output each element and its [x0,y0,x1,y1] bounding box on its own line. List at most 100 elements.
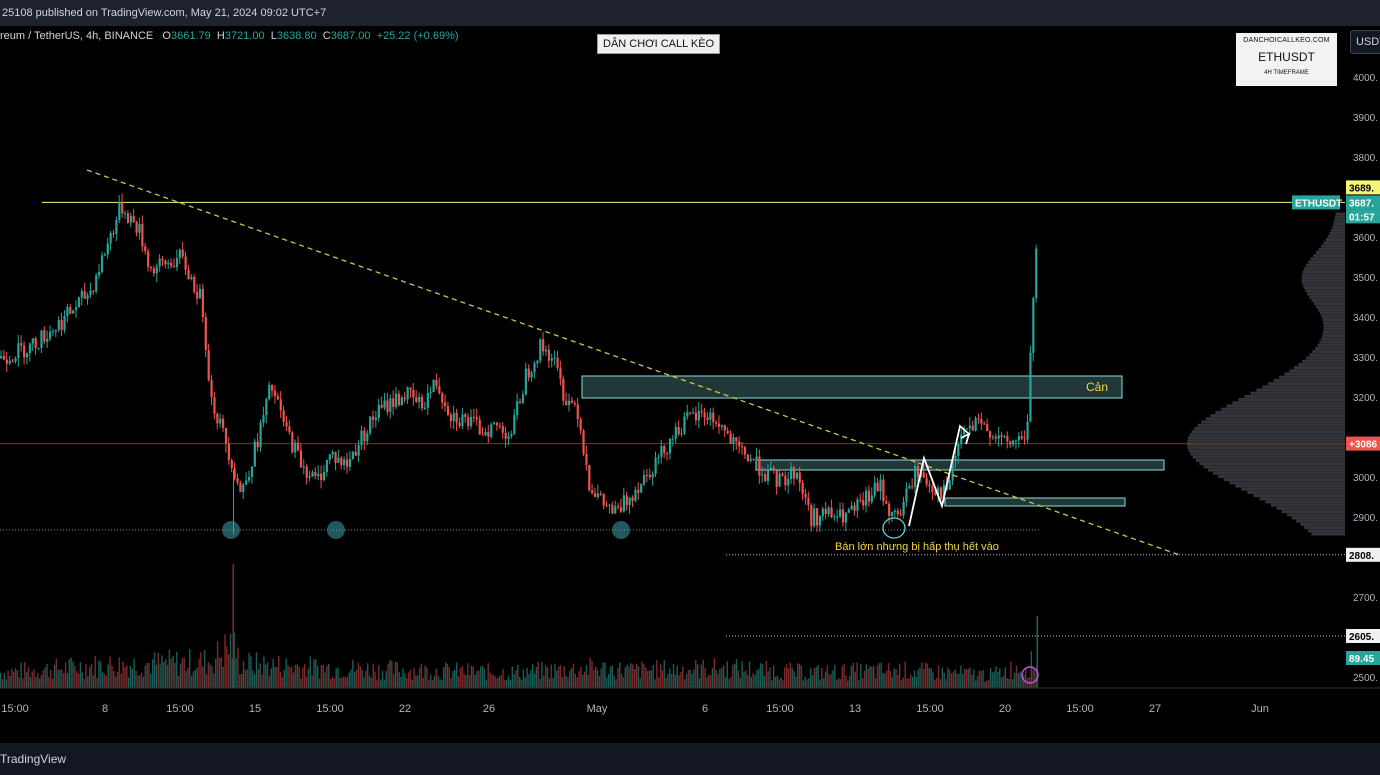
x-tick-label: 27 [1149,703,1161,715]
price-axis-bg [1345,26,1380,716]
volume-profile-bar [1332,225,1345,229]
volume-bar [737,670,740,688]
volume-profile-bar [1334,218,1345,222]
volume-profile-bar [1306,263,1345,267]
volume-bar [726,661,728,688]
volume-bar [1023,674,1025,688]
candle-body [530,372,533,378]
volume-bar [728,678,730,688]
candle-body [60,320,63,331]
volume-profile-bar [1289,369,1345,373]
candle-body [957,443,960,457]
x-tick-label: 15:00 [1,703,29,715]
candle-body [271,384,274,391]
volume-bar [919,667,921,688]
candle-body [888,503,891,516]
support-2-tag-bg [1346,629,1380,643]
candle-body [201,288,205,318]
candle-body [28,343,32,354]
volume-bar [22,678,24,688]
candle-body [686,412,689,417]
candle-body [769,468,773,470]
volume-bar [163,662,165,688]
volume-profile-bar [1315,250,1345,254]
candle-body [775,470,778,487]
volume-bar [928,668,931,688]
volume-bar [659,663,662,688]
candle-body [8,360,11,364]
candle-body [1029,352,1032,422]
volume-bar [279,672,282,688]
volume-bar [765,660,767,688]
volume-profile-bar [1302,270,1345,274]
candle-body [95,275,98,292]
volume-bar [884,673,886,688]
candle-body [553,357,556,359]
volume-bar [324,672,326,688]
candle-body [256,441,259,448]
volume-bar [974,680,977,688]
volume-bar [850,665,853,688]
candle-body [813,508,816,527]
volume-bar [359,666,361,688]
volume-bar [652,665,654,688]
candle-body [579,419,582,431]
volume-bar [756,670,758,688]
zone-box [944,497,1126,507]
currency-button[interactable]: USDT [1350,30,1380,54]
volume-profile-bar [1197,423,1345,427]
candle-body [847,509,850,513]
volume-bar [563,666,565,688]
volume-bar [569,670,571,688]
candle-body [409,387,412,390]
volume-bar [281,677,284,688]
volume-bar [1006,678,1008,688]
volume-bar [250,656,252,688]
volume-bar [333,678,336,688]
volume-bar [298,666,300,688]
volume-bar [515,669,517,688]
volume-bar [822,678,825,688]
volume-bar [734,663,736,688]
ethusdt-label-tag: ETHUSDT [1295,198,1342,209]
candle-body [441,393,444,403]
candle-body [80,291,83,298]
volume-bar [1012,679,1014,688]
volume-bar [1025,667,1027,688]
volume-bar [934,679,936,688]
candle-body [827,507,830,515]
volume-bar [782,680,784,688]
volume-bar [350,669,352,688]
volume-bar [51,678,54,688]
volume-bar [361,669,363,688]
volume-bar [958,673,960,688]
volume-bar [867,668,869,688]
candle-body [723,425,726,431]
candle-body [663,446,666,454]
volume-profile-bar [1323,330,1345,334]
volume-profile-bar [1308,529,1345,533]
volume-bar [748,661,751,688]
volume-bar [670,674,673,688]
candle-body [1014,440,1018,442]
volume-bar [1034,668,1036,688]
candle-body [622,495,625,512]
candle-body [141,224,144,247]
volume-bar [252,670,254,688]
candle-body [161,258,164,261]
volume-bar [50,669,52,688]
volume-bar [276,667,278,688]
candle-body [833,516,836,518]
candle-body [135,221,138,233]
volume-bar [120,673,122,688]
volume-bar [700,664,703,688]
x-tick-label: 15:00 [766,703,794,715]
candle-body [239,482,242,493]
volume-bar [774,676,777,688]
volume-bar [643,663,645,688]
volume-profile-bar [1268,382,1345,386]
price-chart[interactable]: Cản Bán lớn nhưng bị hấp thụ hết vào 2500.… [0,26,1380,743]
volume-bar [943,672,945,688]
volume-bar [25,672,28,688]
volume-bar [322,664,324,688]
